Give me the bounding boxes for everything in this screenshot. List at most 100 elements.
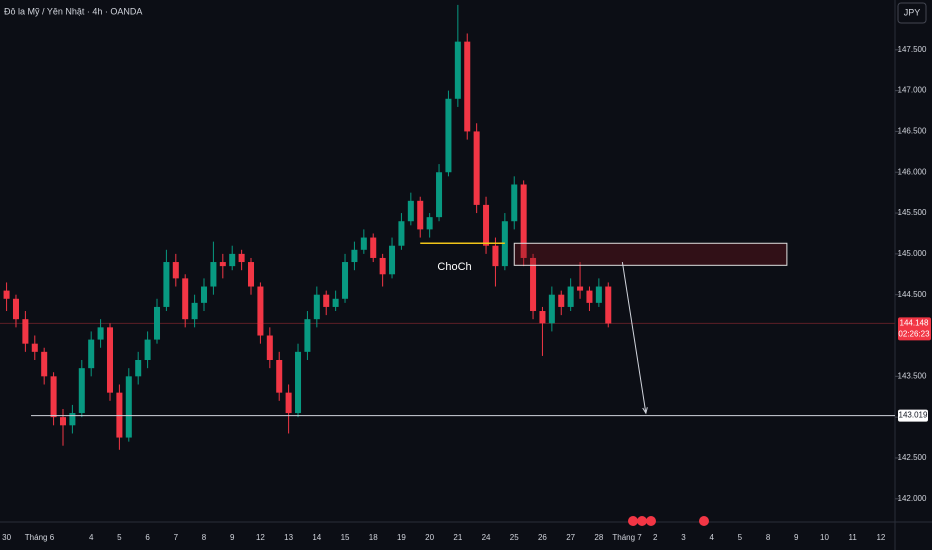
candle-body bbox=[50, 376, 57, 418]
event-icon[interactable] bbox=[699, 516, 709, 526]
x-tick-label: 15 bbox=[341, 533, 350, 542]
candle-body bbox=[125, 376, 132, 438]
event-icon[interactable] bbox=[646, 516, 656, 526]
x-tick-label: 21 bbox=[453, 533, 462, 542]
candle-body bbox=[558, 294, 565, 307]
candle-body bbox=[3, 290, 10, 299]
candle-body bbox=[511, 184, 518, 222]
x-tick-label: 14 bbox=[312, 533, 321, 542]
candle-body bbox=[436, 172, 443, 218]
projection-arrow bbox=[621, 261, 647, 414]
candle-body bbox=[398, 221, 405, 246]
candle-body bbox=[12, 298, 19, 320]
x-tick-label: 9 bbox=[230, 533, 235, 542]
x-tick-label: 5 bbox=[117, 533, 122, 542]
x-tick-label: 11 bbox=[849, 533, 858, 542]
candle-body bbox=[97, 327, 104, 340]
candle-body bbox=[520, 184, 527, 258]
level-price-label: 143.019 bbox=[899, 411, 928, 420]
candle-body bbox=[548, 294, 555, 324]
x-tick-label: 2 bbox=[653, 533, 658, 542]
candle-body bbox=[210, 262, 217, 287]
currency-label[interactable]: JPY bbox=[904, 7, 921, 17]
candle-body bbox=[31, 343, 38, 352]
x-tick-label: 18 bbox=[369, 533, 378, 542]
candle-body bbox=[332, 298, 339, 307]
candle-body bbox=[248, 262, 255, 287]
x-tick-label: 28 bbox=[594, 533, 603, 542]
x-tick-label: 10 bbox=[820, 533, 829, 542]
candle-body bbox=[492, 245, 499, 267]
candle-body bbox=[163, 262, 170, 307]
x-tick-label: 19 bbox=[397, 533, 406, 542]
candle-body bbox=[182, 278, 189, 320]
candle-body bbox=[595, 286, 602, 303]
candle-body bbox=[567, 286, 574, 307]
candle-body bbox=[266, 335, 273, 360]
candle-body bbox=[445, 98, 452, 173]
candle-body bbox=[586, 290, 593, 303]
event-icon[interactable] bbox=[637, 516, 647, 526]
x-tick-label: 7 bbox=[174, 533, 179, 542]
candle-body bbox=[454, 41, 461, 99]
x-tick-label: 8 bbox=[766, 533, 771, 542]
candle-body bbox=[135, 360, 142, 377]
candle-body bbox=[464, 41, 471, 132]
candle-body bbox=[483, 204, 490, 246]
candle-body bbox=[59, 417, 66, 426]
candle-body bbox=[577, 286, 584, 291]
y-tick-label: 146.000 bbox=[898, 167, 927, 176]
x-tick-label: Tháng 6 bbox=[25, 533, 55, 542]
y-tick-label: 142.000 bbox=[898, 494, 927, 503]
candle-body bbox=[78, 368, 85, 414]
countdown-label: 02:26:23 bbox=[898, 330, 930, 339]
candle-body bbox=[276, 360, 283, 393]
event-icon[interactable] bbox=[628, 516, 638, 526]
candle-body bbox=[370, 237, 377, 258]
x-tick-label: 3 bbox=[681, 533, 686, 542]
y-tick-label: 147.500 bbox=[898, 45, 927, 54]
candle-body bbox=[426, 217, 433, 230]
candle-body bbox=[238, 253, 245, 263]
candle-body bbox=[229, 253, 236, 267]
y-tick-label: 147.000 bbox=[898, 86, 927, 95]
last-price-label: 144.148 bbox=[900, 319, 929, 328]
candle-body bbox=[257, 286, 264, 336]
candle-body bbox=[285, 392, 292, 414]
candle-body bbox=[501, 221, 508, 267]
last-price-box bbox=[898, 317, 931, 341]
x-tick-label: 5 bbox=[738, 533, 743, 542]
candle-body bbox=[313, 294, 320, 320]
x-tick-label: 13 bbox=[284, 533, 293, 542]
currency-button[interactable] bbox=[897, 2, 927, 24]
candle-body bbox=[295, 351, 302, 414]
x-tick-label: 20 bbox=[425, 533, 434, 542]
candle-body bbox=[407, 200, 414, 222]
x-tick-label: Tháng 7 bbox=[612, 533, 642, 542]
candle-body bbox=[360, 237, 367, 250]
y-tick-label: 146.500 bbox=[898, 127, 927, 136]
candle-body bbox=[389, 245, 396, 275]
candle-body bbox=[200, 286, 208, 303]
y-tick-label: 143.500 bbox=[898, 371, 927, 380]
y-tick-label: 145.500 bbox=[898, 208, 927, 217]
candle-body bbox=[379, 257, 386, 275]
x-tick-label: 27 bbox=[566, 533, 575, 542]
x-tick-label: 6 bbox=[145, 533, 150, 542]
candle-body bbox=[153, 306, 161, 340]
x-tick-label: 12 bbox=[876, 533, 885, 542]
x-tick-label: 24 bbox=[482, 533, 491, 542]
x-tick-label: 30 bbox=[2, 533, 11, 542]
y-tick-label: 142.500 bbox=[898, 453, 927, 462]
chart-title: Đô la Mỹ / Yên Nhật · 4h · OANDA bbox=[4, 6, 142, 16]
x-tick-label: 4 bbox=[89, 533, 94, 542]
candle-body bbox=[191, 302, 198, 320]
candle-body bbox=[22, 319, 29, 344]
candle-body bbox=[69, 413, 76, 426]
x-tick-label: 26 bbox=[538, 533, 547, 542]
x-tick-label: 8 bbox=[202, 533, 207, 542]
candle-body bbox=[172, 262, 179, 279]
candle-body bbox=[41, 351, 48, 377]
